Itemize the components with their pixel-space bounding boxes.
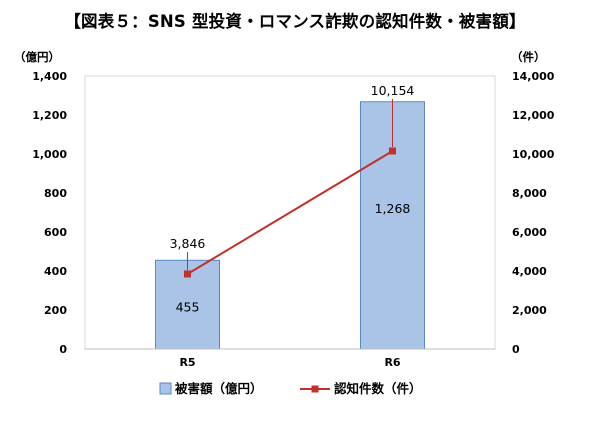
line-point-R6 xyxy=(389,147,396,155)
right-tick-label-1: 2,000 xyxy=(512,304,547,317)
right-tick-label-0: 0 xyxy=(512,343,520,356)
legend-swatch-marker xyxy=(311,385,319,393)
line-series: 3,846 10,154 xyxy=(170,83,415,278)
left-tick-label-2: 400 xyxy=(44,265,67,278)
left-tick-label-5: 1,000 xyxy=(32,148,67,161)
right-tick-label-4: 8,000 xyxy=(512,187,547,200)
legend-swatch-bar xyxy=(159,382,172,395)
left-tick-label-7: 1,400 xyxy=(32,70,67,83)
left-tick-label-4: 800 xyxy=(44,187,67,200)
line-data-label-R5: 3,846 xyxy=(170,236,206,251)
right-tick-label-6: 12,000 xyxy=(512,109,555,122)
left-axis-unit: （億円） xyxy=(14,50,60,64)
right-tick-label-3: 6,000 xyxy=(512,226,547,239)
line-point-R5 xyxy=(184,270,191,278)
left-tick-label-3: 600 xyxy=(44,226,67,239)
left-tick-label-0: 0 xyxy=(59,343,67,356)
chart-title: 【図表５：SNS 型投資・ロマンス詐欺の認知件数・被害額】 xyxy=(64,12,526,31)
right-tick-label-2: 4,000 xyxy=(512,265,547,278)
category-label-R6: R6 xyxy=(384,356,400,369)
left-tick-label-6: 1,200 xyxy=(32,109,67,122)
legend: 被害額（億円） 認知件数（件） xyxy=(159,381,422,396)
legend-label-bar: 被害額（億円） xyxy=(175,381,263,396)
bar-data-label-R6: 1,268 xyxy=(375,201,411,216)
line-data-label-R6: 10,154 xyxy=(371,83,415,98)
legend-label-line: 認知件数（件） xyxy=(334,381,422,396)
bar-data-label-R5: 455 xyxy=(176,300,200,315)
category-labels: R5 R6 xyxy=(179,356,400,369)
line-path xyxy=(186,150,394,275)
right-tick-label-7: 14,000 xyxy=(512,70,555,83)
right-axis-ticks: 0 2,000 4,000 6,000 8,000 10,000 12,000 14,000 xyxy=(512,70,555,356)
category-label-R5: R5 xyxy=(179,356,195,369)
right-tick-label-5: 10,000 xyxy=(512,148,555,161)
left-axis-ticks: 0 200 400 600 800 1,000 1,200 1,400 xyxy=(32,70,67,356)
left-tick-label-1: 200 xyxy=(44,304,67,317)
right-axis-unit: （件） xyxy=(511,50,546,64)
